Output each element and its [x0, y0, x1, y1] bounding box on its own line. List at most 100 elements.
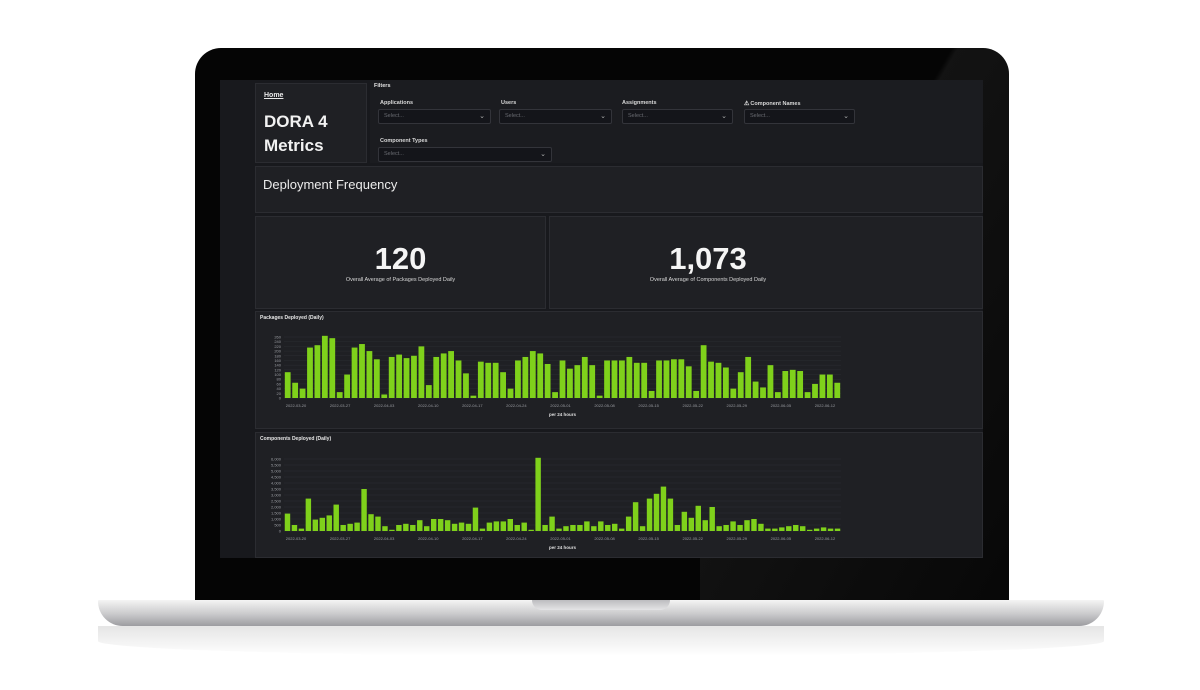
x-tick-label: 2022-04-17 [462, 536, 483, 541]
bar [765, 528, 771, 531]
y-tick-label: 1,000 [271, 517, 282, 522]
bar [612, 523, 618, 531]
bar [389, 529, 395, 531]
bar [314, 345, 321, 398]
chevron-down-icon: ⌄ [540, 151, 546, 158]
bar [366, 351, 373, 398]
filters-panel: Filters Applications Select... ⌄ Users S… [370, 80, 983, 163]
bar [347, 523, 353, 531]
bar [641, 362, 648, 398]
bar [589, 365, 596, 398]
bar [507, 388, 514, 398]
bar [648, 390, 655, 398]
x-tick-label: 2022-05-15 [638, 536, 659, 541]
bar [319, 517, 326, 531]
home-link[interactable]: Home [264, 92, 284, 99]
y-tick-label: 220 [274, 344, 281, 349]
y-tick-label: 160 [274, 358, 281, 363]
bar [709, 507, 715, 531]
chevron-down-icon: ⌄ [843, 113, 849, 120]
bar [570, 525, 576, 531]
bar [411, 355, 417, 398]
bar [772, 528, 778, 531]
bar [700, 345, 707, 398]
x-tick-label: 2022-05-22 [682, 403, 703, 408]
filter-applications-select[interactable]: Select... ⌄ [378, 109, 491, 124]
bar [351, 347, 358, 398]
bar [708, 361, 714, 398]
bar [382, 526, 388, 531]
bar [834, 528, 841, 531]
bar [767, 365, 774, 398]
bar [633, 362, 640, 398]
bar [486, 522, 493, 531]
bar [812, 383, 818, 398]
bar [410, 525, 416, 531]
bar [403, 523, 409, 531]
x-tick-label: 2022-04-03 [374, 403, 395, 408]
bar [403, 358, 410, 398]
y-tick-label: 200 [274, 349, 281, 354]
bar [619, 360, 625, 398]
bar [646, 498, 653, 531]
title-panel: Home DORA 4 Metrics [255, 83, 367, 163]
section-panel: Deployment Frequency [255, 166, 983, 213]
bar [552, 392, 558, 398]
bar [375, 516, 381, 531]
bar [425, 385, 432, 398]
y-tick-label: 0 [279, 529, 282, 534]
bar [417, 520, 423, 531]
filter-assignments-placeholder: Select... [628, 113, 648, 119]
filter-component-names-select[interactable]: Select... ⌄ [744, 109, 855, 124]
bar [656, 360, 662, 398]
x-tick-label: 2022-04-24 [506, 403, 527, 408]
x-tick-label: 2022-03-20 [286, 536, 307, 541]
chevron-down-icon: ⌄ [721, 113, 727, 120]
bar [730, 388, 737, 398]
filter-assignments-select[interactable]: Select... ⌄ [622, 109, 733, 124]
bar [381, 394, 388, 398]
bar [574, 365, 581, 398]
bar [799, 526, 806, 531]
bar [329, 338, 336, 398]
bar [730, 521, 736, 531]
bar [472, 507, 479, 531]
bar [820, 527, 827, 531]
y-tick-label: 20 [277, 391, 282, 396]
y-tick-label: 0 [279, 396, 282, 401]
y-tick-label: 100 [274, 372, 281, 377]
components-chart: 05001,0001,5002,0002,5003,0003,5004,0004… [271, 457, 841, 550]
bar [745, 356, 752, 398]
x-tick-label: 2022-05-29 [727, 403, 748, 408]
filter-component-names-label: ⚠Component Names [744, 100, 801, 107]
bar [291, 525, 298, 531]
bar [284, 513, 291, 531]
filter-users-select[interactable]: Select... ⌄ [499, 109, 612, 124]
bar [500, 521, 507, 531]
kpi-value: 1,073 [669, 241, 747, 276]
page-title: DORA 4 Metrics [264, 112, 328, 155]
bar [305, 498, 312, 531]
y-tick-label: 140 [274, 363, 281, 368]
bar [388, 356, 395, 398]
bar [492, 362, 499, 398]
bar [455, 360, 462, 398]
filter-component-names-placeholder: Select... [750, 113, 770, 119]
bar [336, 392, 343, 398]
bar [326, 515, 332, 531]
bar [826, 374, 833, 398]
bar [312, 519, 319, 531]
filter-component-types-select[interactable]: Select... ⌄ [378, 147, 552, 162]
bar [626, 356, 633, 398]
bar [806, 529, 813, 531]
bar [632, 502, 639, 531]
bar [716, 526, 722, 531]
bar [598, 521, 604, 531]
bar [529, 351, 536, 398]
y-tick-label: 3,000 [271, 493, 282, 498]
bar [611, 360, 618, 398]
bar [782, 371, 789, 398]
filter-assignments-label: Assignments [622, 100, 657, 106]
warning-triangle-icon: ⚠ [744, 101, 750, 107]
x-tick-label: 2022-06-12 [815, 403, 836, 408]
